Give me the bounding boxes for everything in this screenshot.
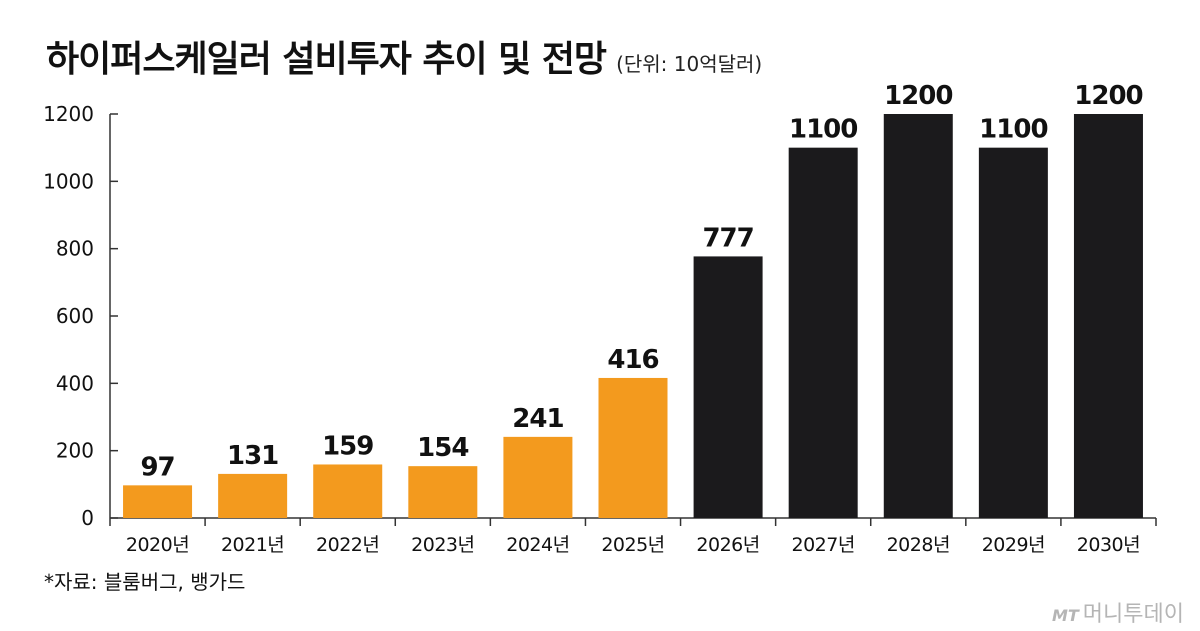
watermark-logo: MT [1051, 606, 1079, 625]
y-tick-label: 600 [56, 304, 94, 328]
watermark-text: 머니투데이 [1082, 602, 1184, 627]
y-tick-label: 400 [56, 371, 94, 395]
bar [1073, 114, 1143, 518]
unit-label: (단위: 10억달러) [616, 52, 763, 76]
x-tick-label: 2023년 [411, 534, 474, 556]
x-tick-label: 2029년 [982, 534, 1045, 556]
data-label: 131 [227, 441, 278, 471]
data-label: 1200 [884, 81, 952, 111]
bar [123, 485, 193, 518]
data-label: 1200 [1074, 81, 1142, 111]
data-label: 1100 [789, 115, 857, 145]
x-tick-label: 2020년 [126, 534, 189, 556]
x-tick-label: 2022년 [316, 534, 379, 556]
watermark: MT 머니투데이 [1052, 596, 1184, 628]
y-tick-label: 200 [56, 439, 94, 463]
bar [883, 114, 953, 518]
bar [978, 147, 1048, 518]
x-tick-label: 2024년 [506, 534, 569, 556]
data-label: 159 [322, 431, 373, 461]
source-note: *자료: 블룸버그, 뱅가드 [44, 570, 246, 594]
y-tick-label: 1000 [43, 169, 94, 193]
chart-title: 하이퍼스케일러 설비투자 추이 및 전망 [46, 39, 607, 80]
y-tick-label: 800 [56, 237, 94, 261]
x-tick-label: 2027년 [792, 534, 855, 556]
data-label: 1100 [979, 115, 1047, 145]
x-tick-label: 2026년 [696, 534, 759, 556]
x-tick-label: 2030년 [1077, 534, 1140, 556]
bar [598, 377, 668, 518]
data-label: 154 [417, 433, 468, 463]
title-row: 하이퍼스케일러 설비투자 추이 및 전망 (단위: 10억달러) [46, 30, 762, 82]
bar [503, 436, 573, 518]
bar [408, 466, 478, 518]
x-tick-label: 2028년 [887, 534, 950, 556]
bar [218, 473, 288, 518]
data-label: 241 [512, 404, 563, 434]
data-label: 416 [607, 345, 658, 375]
y-tick-label: 0 [81, 506, 94, 530]
bar [313, 464, 383, 518]
data-label: 777 [702, 223, 753, 253]
x-tick-label: 2021년 [221, 534, 284, 556]
bar [788, 147, 858, 518]
bar [693, 256, 763, 518]
y-tick-label: 1200 [43, 102, 94, 126]
x-tick-label: 2025년 [601, 534, 664, 556]
data-label: 97 [140, 452, 174, 482]
